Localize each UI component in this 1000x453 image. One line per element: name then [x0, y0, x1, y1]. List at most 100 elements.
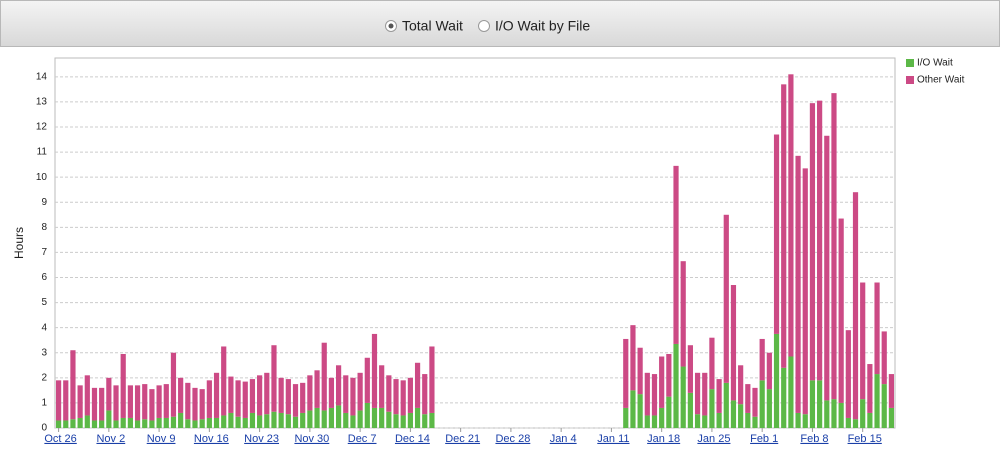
- bar-segment: [314, 370, 320, 408]
- bar-segment: [817, 380, 823, 428]
- x-tick-label[interactable]: Dec 14: [395, 433, 430, 445]
- bar-segment: [745, 384, 751, 413]
- bar-segment: [120, 417, 126, 428]
- bar-segment: [716, 379, 722, 413]
- x-tick-label[interactable]: Nov 23: [244, 433, 279, 445]
- bar-segment: [867, 412, 873, 428]
- bar-segment: [163, 384, 169, 418]
- bar-segment: [285, 379, 291, 415]
- x-tick-label[interactable]: Nov 2: [96, 433, 125, 445]
- y-tick-label: 7: [41, 247, 47, 258]
- bar-segment: [752, 416, 758, 428]
- bar-segment: [343, 412, 349, 428]
- bar-segment: [257, 415, 263, 428]
- x-tick-label[interactable]: Dec 21: [445, 433, 480, 445]
- x-tick-label[interactable]: Dec 28: [495, 433, 530, 445]
- bar-segment: [702, 372, 708, 416]
- bar-segment: [795, 155, 801, 413]
- bar-segment: [350, 377, 356, 416]
- bar-segment: [838, 402, 844, 428]
- bar-segment: [745, 412, 751, 428]
- bar-segment: [393, 414, 399, 428]
- bar-segment: [874, 282, 880, 375]
- bar-segment: [666, 396, 672, 428]
- y-tick-label: 3: [41, 347, 47, 358]
- radio-button[interactable]: [478, 20, 490, 32]
- x-tick-label[interactable]: Jan 11: [597, 433, 629, 445]
- bar-segment: [278, 377, 284, 413]
- bar-segment: [178, 412, 184, 428]
- bar-segment: [350, 415, 356, 428]
- bar-segment: [178, 377, 184, 413]
- x-tick-label[interactable]: Feb 1: [750, 433, 778, 445]
- x-tick-label[interactable]: Dec 7: [348, 433, 377, 445]
- x-tick-label[interactable]: Jan 4: [550, 433, 577, 445]
- bar-segment: [888, 407, 895, 428]
- bar-segment: [824, 400, 830, 428]
- bar-segment: [738, 404, 744, 428]
- bar-segment: [860, 282, 866, 400]
- bar-segment: [393, 379, 399, 415]
- bar-segment: [307, 410, 313, 428]
- bar-segment: [192, 420, 198, 428]
- x-tick-label[interactable]: Nov 16: [194, 433, 229, 445]
- bar-segment: [271, 345, 277, 412]
- bar-segment: [379, 407, 385, 428]
- bar-segment: [852, 419, 859, 428]
- bar-segment: [723, 382, 729, 428]
- bar-segment: [149, 389, 155, 421]
- bar-segment: [651, 415, 658, 428]
- x-tick-label[interactable]: Feb 8: [800, 433, 828, 445]
- x-tick-label[interactable]: Nov 30: [294, 433, 329, 445]
- bar-segment: [335, 365, 342, 406]
- bar-segment: [860, 399, 866, 428]
- bar-segment: [687, 392, 693, 428]
- bar-segment: [242, 417, 248, 428]
- bar-segment: [623, 407, 629, 428]
- x-tick-label[interactable]: Oct 26: [44, 433, 76, 445]
- bar-segment: [400, 380, 406, 416]
- bar-segment: [249, 412, 256, 428]
- bar-segment: [637, 347, 643, 395]
- x-tick-label[interactable]: Jan 18: [647, 433, 680, 445]
- bar-segment: [271, 411, 277, 428]
- legend-label: I/O Wait: [917, 58, 953, 69]
- bar-segment: [379, 365, 385, 408]
- bar-segment: [773, 333, 780, 428]
- bar-segment: [63, 380, 69, 421]
- bar-segment: [709, 389, 715, 428]
- x-tick-label[interactable]: Feb 15: [848, 433, 882, 445]
- bar-segment: [77, 417, 83, 428]
- bar-segment: [328, 407, 335, 428]
- bar-segment: [113, 385, 119, 421]
- y-tick-label: 2: [41, 372, 47, 383]
- bar-segment: [242, 381, 248, 418]
- bar-segment: [213, 417, 220, 428]
- bar-segment: [106, 377, 112, 411]
- bar-segment: [852, 192, 859, 420]
- legend-swatch: [906, 76, 914, 84]
- y-tick-label: 1: [41, 398, 47, 409]
- y-axis-label: Hours: [12, 227, 26, 259]
- bar-segment: [709, 337, 715, 390]
- x-tick-label[interactable]: Nov 9: [147, 433, 176, 445]
- bar-segment: [63, 420, 69, 428]
- bar-segment: [422, 414, 428, 428]
- y-tick-label: 11: [37, 147, 48, 158]
- bar-segment: [429, 412, 435, 428]
- bar-segment: [429, 346, 435, 413]
- x-tick-label[interactable]: Jan 25: [697, 433, 730, 445]
- bar-segment: [766, 389, 772, 428]
- bar-segment: [343, 375, 349, 413]
- bar-segment: [730, 400, 737, 428]
- radio-label[interactable]: Total Wait: [402, 18, 463, 34]
- bar-segment: [257, 375, 263, 416]
- bar-segment: [213, 372, 220, 418]
- radio-label[interactable]: I/O Wait by File: [495, 18, 590, 34]
- bar-segment: [264, 372, 270, 415]
- bar-segment: [881, 331, 887, 385]
- toolbar: [0, 0, 1000, 47]
- bar-segment: [759, 380, 765, 428]
- bar-segment: [716, 412, 722, 428]
- y-tick-label: 14: [36, 71, 48, 82]
